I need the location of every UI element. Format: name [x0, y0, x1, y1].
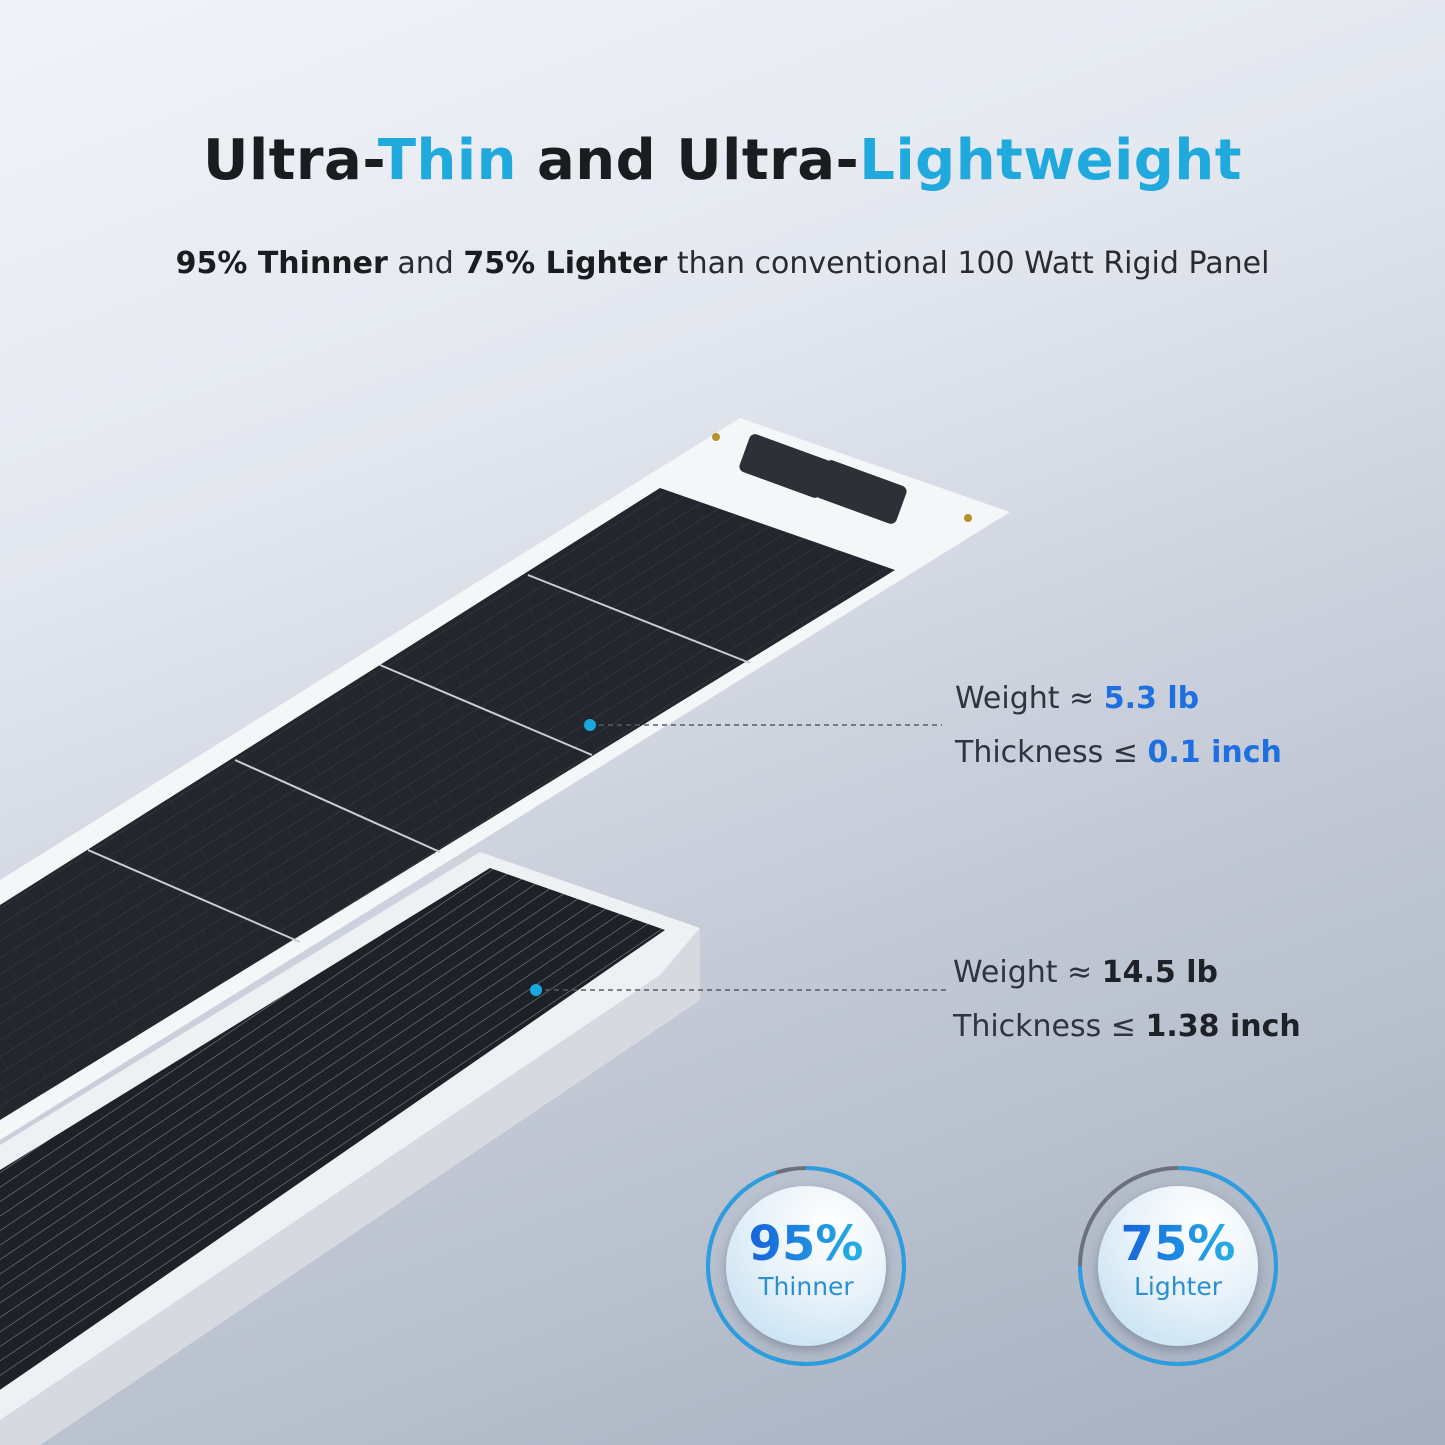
ring-progress — [706, 1166, 906, 1366]
thickness-value: 1.38 inch — [1145, 1009, 1301, 1044]
title-part: Ultra- — [202, 128, 378, 193]
thickness-label: Thickness ≤ — [953, 1009, 1146, 1044]
page-title: Ultra-Thin and Ultra-Lightweight — [0, 128, 1445, 193]
subtitle-lighter: 75% Lighter — [463, 246, 668, 281]
flexible-panel — [0, 418, 1010, 1140]
callout-dot — [530, 984, 542, 996]
subtitle: 95% Thinner and 75% Lighter than convent… — [0, 246, 1445, 281]
weight-label: Weight ≈ — [955, 681, 1104, 716]
thickness-value: 0.1 inch — [1147, 735, 1282, 770]
badge-label: Lighter — [1133, 1272, 1223, 1301]
junction-box — [739, 434, 831, 498]
callout-dot — [584, 719, 596, 731]
badge-label: Thinner — [758, 1272, 854, 1301]
badge-value: 95% — [726, 1216, 886, 1272]
weight-value: 5.3 lb — [1103, 681, 1200, 716]
title-highlight-thin: Thin — [377, 128, 517, 193]
weight-label: Weight ≈ — [953, 955, 1102, 990]
rigid-panel-specs: Weight ≈ 14.5 lb Thickness ≤ 1.38 inch — [953, 946, 1301, 1054]
weight-value: 14.5 lb — [1101, 955, 1218, 990]
ring-progress — [1078, 1166, 1278, 1366]
subtitle-thinner: 95% Thinner — [175, 246, 388, 281]
subtitle-text: than conventional 100 Watt Rigid Panel — [667, 246, 1270, 281]
thickness-label: Thickness ≤ — [955, 735, 1148, 770]
badge-thinner: 95% Thinner — [726, 1186, 886, 1346]
flexible-panel-specs: Weight ≈ 5.3 lb Thickness ≤ 0.1 inch — [955, 672, 1282, 780]
badge-lighter: 75% Lighter — [1098, 1186, 1258, 1346]
title-highlight-lightweight: Lightweight — [859, 128, 1243, 193]
badge-value: 75% — [1098, 1216, 1258, 1272]
title-part: and Ultra- — [516, 128, 860, 193]
junction-box — [815, 460, 907, 524]
subtitle-text: and — [387, 246, 464, 281]
rigid-panel — [0, 852, 700, 1445]
